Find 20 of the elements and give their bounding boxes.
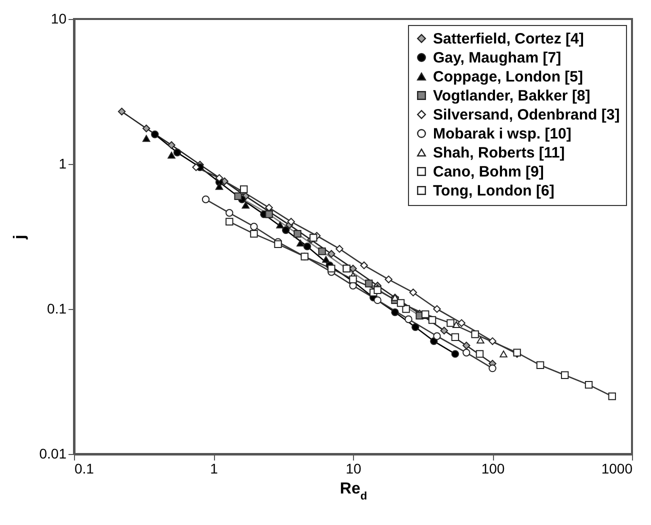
legend-label: Coppage, London [5] xyxy=(433,68,583,86)
x-tick-label: 1 xyxy=(210,460,218,476)
x-axis-title: Re$_{d}$ xyxy=(340,480,368,502)
legend-label: Silversand, Odenbrand [3] xyxy=(433,106,620,124)
legend-label: Vogtlander, Bakker [8] xyxy=(433,88,590,104)
y-tick-label: 0.01 xyxy=(39,446,67,462)
y-tick-label: 1 xyxy=(58,156,67,172)
x-tick-label: 10 xyxy=(346,460,362,476)
x-tick-label: 100 xyxy=(481,460,505,476)
x-tick-label: 1000 xyxy=(601,460,633,476)
legend-label: Cano, Bohm [9] xyxy=(433,164,544,180)
legend-label: Gay, Maugham [7] xyxy=(433,50,562,66)
y-axis-title: j xyxy=(11,234,28,240)
legend-label: Mobarak i wsp. [10] xyxy=(433,126,572,142)
x-tick-label: 0.1 xyxy=(74,460,94,476)
legend-label: Tong, London [6] xyxy=(433,182,554,200)
y-tick-label: 10 xyxy=(50,10,67,26)
legend-label: Shah, Roberts [11] xyxy=(433,144,565,162)
legend-label: Satterfield, Cortez [4] xyxy=(433,30,584,48)
y-tick-label: 0.1 xyxy=(47,300,67,316)
